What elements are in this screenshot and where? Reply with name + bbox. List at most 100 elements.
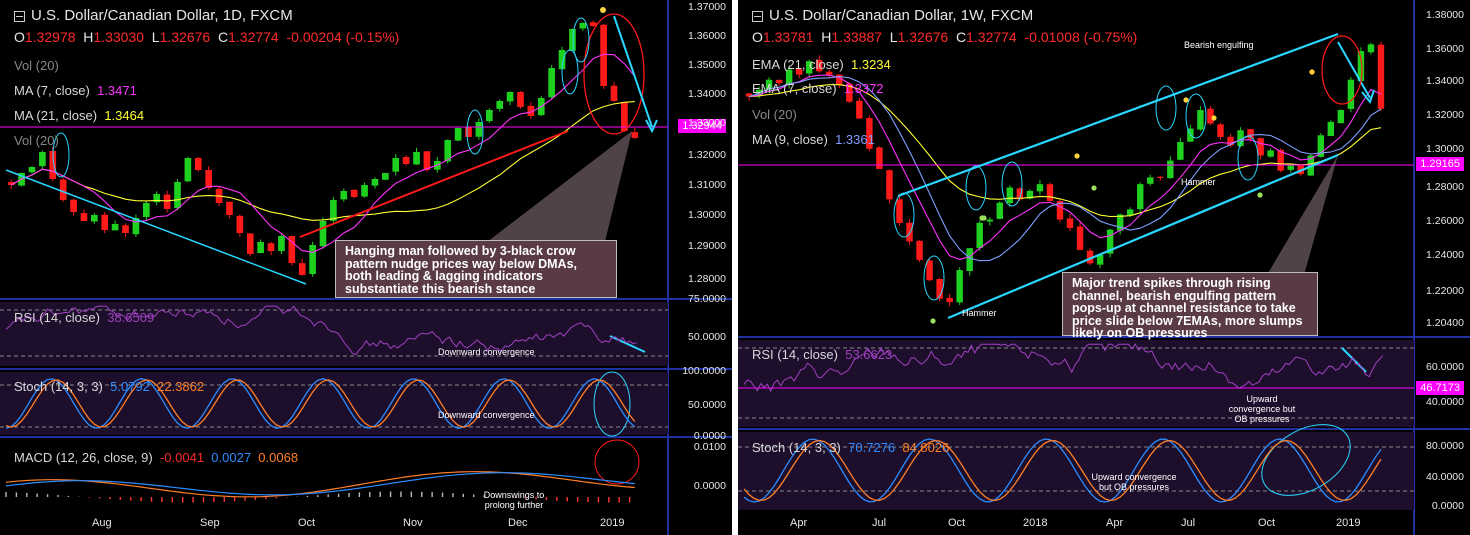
ma21-legend[interactable]: MA (21, close) 1.3464 [14, 108, 144, 123]
time-tick-label: Oct [948, 517, 966, 529]
price-tick-label: 1.28000 [1426, 181, 1464, 193]
candle-body [826, 71, 833, 75]
channel-upper [897, 32, 1339, 198]
time-tick-label: 2019 [1336, 517, 1361, 529]
open-value: 1.33781 [762, 29, 814, 45]
ma7-legend[interactable]: MA (7, close) 1.3471 [14, 83, 137, 98]
candle-body [382, 173, 389, 180]
ma21-value: 1.3464 [104, 108, 145, 123]
time-tick-label: Jul [1181, 517, 1196, 529]
low-value: 1.32676 [159, 29, 211, 45]
stoch-legend[interactable]: Stoch (14, 3, 3) 70.7276 84.8026 [752, 440, 949, 455]
macd-ellipse [594, 439, 640, 485]
candle-body [1096, 254, 1104, 265]
vol-legend-2[interactable]: Vol (20) [14, 133, 59, 148]
rsi-legend[interactable]: RSI (14, close) 38.6509 [14, 310, 154, 325]
candle-body [111, 224, 119, 231]
low-value: 1.32676 [897, 29, 949, 45]
price-tick-label: 1.38000 [1426, 9, 1464, 21]
candle-body [946, 297, 953, 303]
candle-body [423, 151, 431, 170]
candle-body [7, 182, 15, 185]
macd-line [5, 471, 635, 498]
rsi-note: Upward convergence but OB pressures [1228, 394, 1296, 424]
candle-body [1036, 184, 1044, 192]
vol-legend[interactable]: Vol (20) [14, 58, 59, 73]
candle-body [589, 22, 597, 26]
candle-body [1026, 190, 1034, 199]
stoch-legend[interactable]: Stoch (14, 3, 3) 5.0792 22.3862 [14, 379, 204, 394]
ema7-legend[interactable]: EMA (7, close) 1.3372 [752, 81, 884, 96]
ema21-legend[interactable]: EMA (21, close) 1.3234 [752, 57, 891, 72]
price-tick-label: 1.28000 [688, 273, 726, 285]
candle-body [101, 214, 109, 230]
collapse-icon[interactable] [752, 10, 763, 22]
candle-body [1056, 201, 1064, 220]
candle-body [340, 191, 348, 200]
candle-body [745, 93, 753, 97]
candle-body [444, 140, 452, 162]
indicator-tick-label: 0.0000 [1431, 500, 1464, 512]
candle-body [517, 91, 524, 107]
price-tick-label: 1.36000 [1426, 43, 1464, 55]
rsi-note: Downward convergence [438, 347, 535, 357]
candle-body [996, 202, 1004, 219]
ema7-value: 1.3372 [843, 81, 884, 96]
candle-body [278, 236, 285, 252]
price-tick-label: 1.22000 [1426, 285, 1464, 297]
candle-body [548, 68, 555, 98]
time-tick-label: Apr [1106, 517, 1124, 529]
callout-pointer [470, 131, 632, 262]
stoch-k-value: 70.7276 [848, 440, 896, 455]
hammer-label-1: Hammer [962, 308, 997, 318]
ma9-line [748, 75, 1382, 262]
pattern-ellipse [1237, 135, 1259, 181]
stoch-k-value: 5.0792 [110, 379, 150, 394]
price-tick-label: 1.37000 [688, 1, 726, 13]
stoch-d-line [743, 439, 1382, 502]
candle-body [785, 69, 793, 85]
candle-body [1277, 149, 1284, 171]
time-tick-label: Dec [508, 517, 528, 529]
price-tick-label: 1.36000 [688, 30, 726, 42]
candle-body [986, 219, 993, 222]
candle-body [621, 101, 628, 131]
rsi-legend[interactable]: RSI (14, close) 53.6623 [752, 347, 892, 362]
candle-body [527, 105, 535, 116]
change-value: -0.00204 (-0.15%) [286, 29, 400, 45]
candle-body [1237, 130, 1244, 147]
high-value: 1.33887 [831, 29, 883, 45]
candle-body [70, 199, 77, 212]
indicator-tick-label: 75.0000 [688, 293, 726, 305]
high-label: H [83, 29, 94, 45]
vol-legend[interactable]: Vol (20) [752, 107, 797, 122]
indicator-tick-label: 0.0100 [693, 441, 726, 453]
macd-legend[interactable]: MACD (12, 26, close, 9) -0.0041 0.0027 0… [14, 450, 298, 465]
indicator-tick-label: 100.0000 [682, 365, 726, 377]
time-tick-label: 2018 [1023, 517, 1048, 529]
candle-body [226, 201, 233, 215]
indicator-tick-label: 50.0000 [688, 331, 726, 343]
candle-body [765, 79, 773, 90]
top-marker [600, 7, 606, 13]
candle-body [1147, 177, 1154, 184]
stoch-d-value: 84.8026 [902, 440, 950, 455]
rsi-arrow [609, 335, 646, 353]
price-tick-label: 1.31000 [688, 179, 726, 191]
candle-body [631, 132, 639, 138]
indicator-tick-label: 0.0000 [693, 430, 726, 442]
pattern-ellipse [52, 132, 70, 178]
candle-body [1347, 79, 1355, 109]
bull-marker [1091, 185, 1097, 191]
stoch-note: Upward convergence but OB pressures [1091, 472, 1177, 492]
open-value: 1.32978 [24, 29, 76, 45]
stoch-d-line [5, 379, 636, 428]
candle-body [506, 92, 514, 102]
candle-body [1086, 250, 1094, 264]
candle-body [309, 245, 316, 274]
candle-body [59, 179, 67, 200]
time-tick-label: Oct [298, 517, 316, 529]
ma9-legend[interactable]: MA (9, close) 1.3361 [752, 132, 875, 147]
collapse-icon[interactable] [14, 10, 25, 22]
price-tick-label: 1.30000 [688, 209, 726, 221]
